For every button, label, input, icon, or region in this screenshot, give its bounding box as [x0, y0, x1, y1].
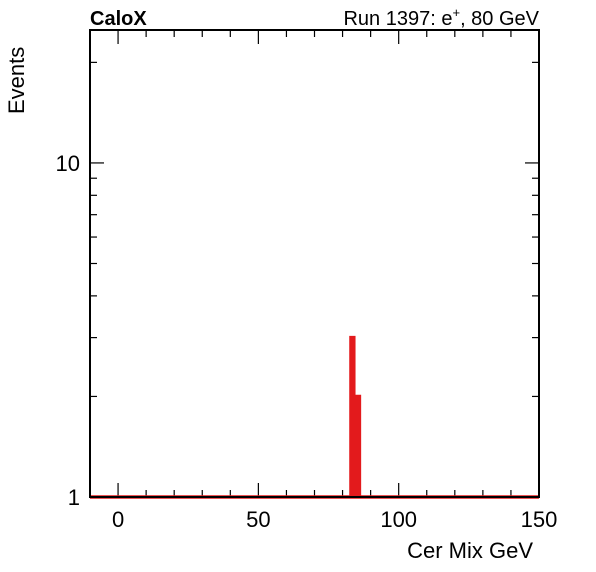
y-axis-ticks [90, 61, 539, 498]
plot-frame [89, 29, 540, 498]
chart-title-left: CaloX [90, 8, 147, 30]
title-superscript: + [452, 5, 460, 20]
title-energy-text: , 80 GeV [460, 8, 540, 30]
chart-title-right: Run 1397: e+, 80 GeV [343, 5, 539, 30]
title-run-text: Run 1397: e [343, 8, 452, 30]
x-tick-labels: 0 50 100 150 [112, 507, 557, 532]
y-axis-label: Events [4, 47, 29, 114]
y-tick-label: 1 [68, 485, 80, 510]
x-tick-label: 0 [112, 507, 124, 532]
y-tick-label: 10 [56, 151, 80, 176]
x-axis-ticks [89, 30, 540, 497]
x-axis-label: Cer Mix GeV [407, 538, 533, 563]
x-tick-label: 100 [380, 507, 417, 532]
x-tick-label: 150 [521, 507, 558, 532]
x-tick-label: 50 [246, 507, 270, 532]
plot-background [90, 30, 539, 497]
y-tick-labels: 1 10 [56, 151, 80, 510]
